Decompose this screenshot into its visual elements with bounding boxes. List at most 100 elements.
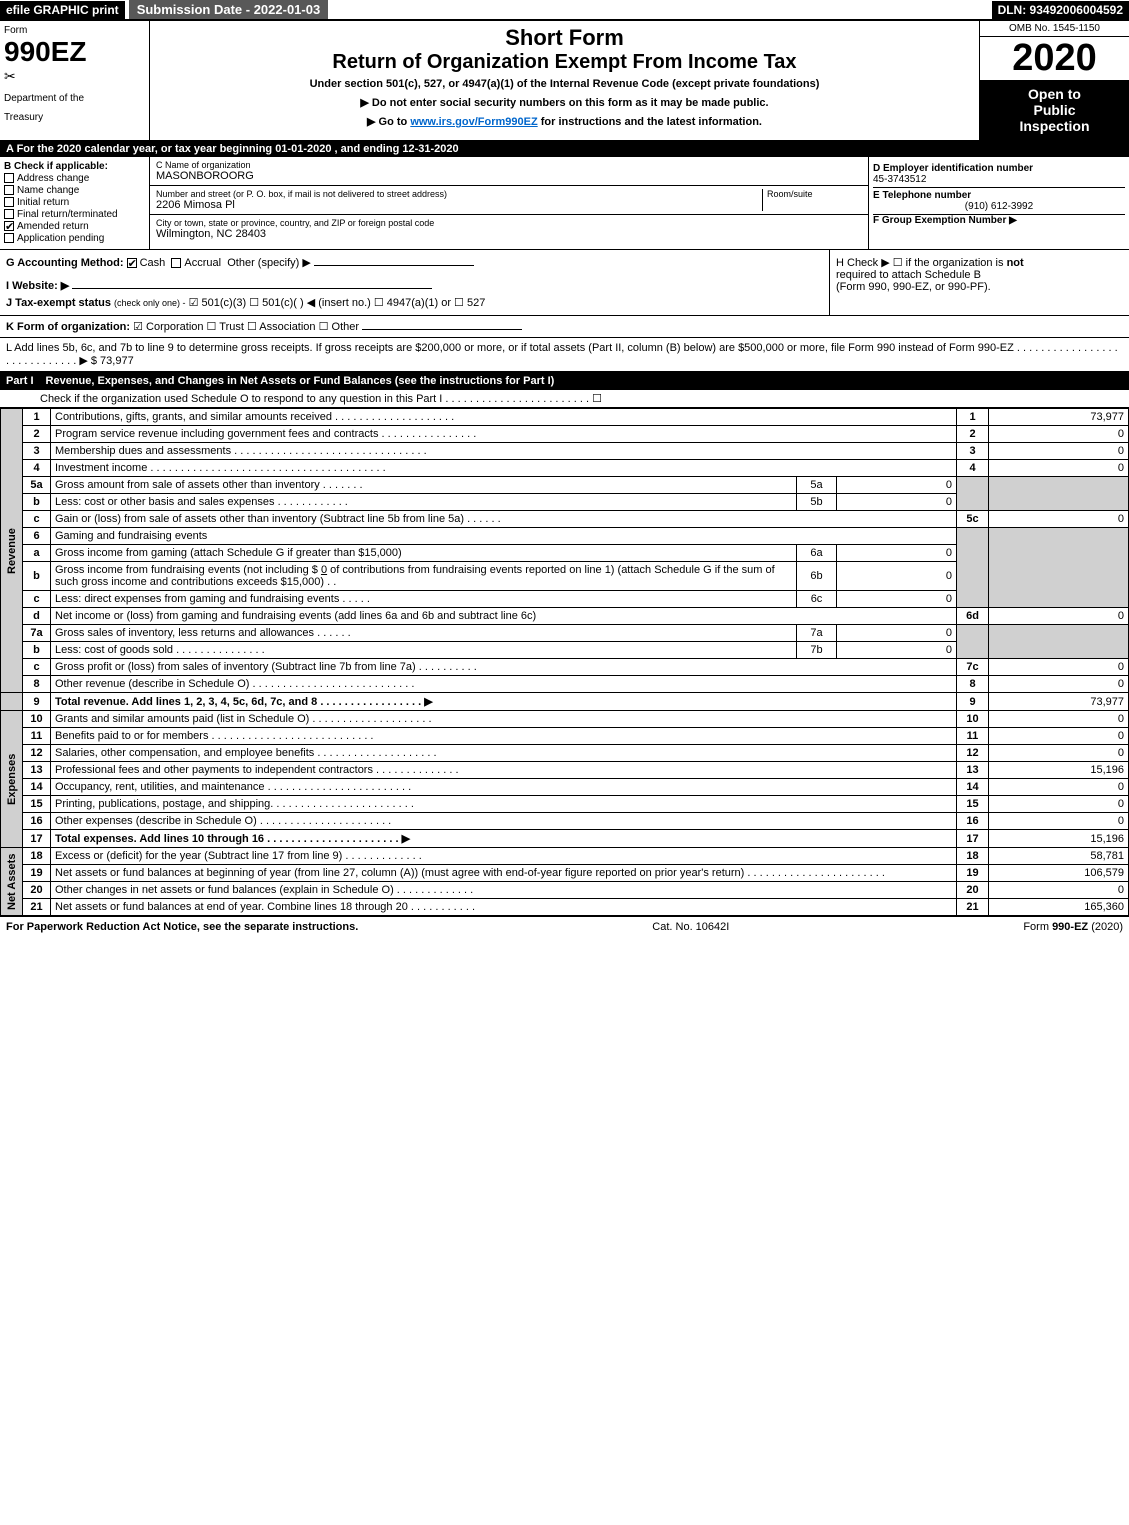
dept-line1: Department of the [4, 93, 145, 104]
row-2: 2 Program service revenue including gove… [1, 426, 1129, 443]
cb-address-change[interactable]: Address change [4, 173, 145, 184]
goto-line: ▶ Go to www.irs.gov/Form990EZ for instru… [158, 115, 971, 128]
row-1: Revenue 1 Contributions, gifts, grants, … [1, 409, 1129, 426]
r17-desc-b: Total expenses. Add lines 10 through 16 … [55, 833, 410, 845]
r5c-ln: 5c [957, 511, 989, 528]
r5c-desc: Gain or (loss) from sale of assets other… [51, 511, 957, 528]
r9-num: 9 [23, 693, 51, 711]
part-i-header: Part I Revenue, Expenses, and Changes in… [0, 372, 1129, 390]
cb-cash[interactable] [127, 258, 137, 268]
r11-ln: 11 [957, 728, 989, 745]
r13-num: 13 [23, 762, 51, 779]
footer-catno: Cat. No. 10642I [652, 921, 729, 933]
r9-desc: Total revenue. Add lines 1, 2, 3, 4, 5c,… [51, 693, 957, 711]
r6a-sn: 6a [797, 545, 837, 562]
open-to-public: Open to Public Inspection [980, 80, 1129, 140]
r5a-sn: 5a [797, 477, 837, 494]
line-g: G Accounting Method: Cash Accrual Other … [0, 250, 829, 315]
r11-desc: Benefits paid to or for members . . . . … [51, 728, 957, 745]
row-8: 8 Other revenue (describe in Schedule O)… [1, 676, 1129, 693]
r11-val: 0 [989, 728, 1129, 745]
row-10: Expenses 10 Grants and similar amounts p… [1, 711, 1129, 728]
r5b-sn: 5b [797, 494, 837, 511]
part-i-name: Part I [6, 375, 46, 387]
r6-num: 6 [23, 528, 51, 545]
line-h: H Check ▶ ☐ if the organization is not r… [829, 250, 1129, 315]
r7b-sv: 0 [837, 642, 957, 659]
r7b-desc: Less: cost of goods sold . . . . . . . .… [51, 642, 797, 659]
r1-desc: Contributions, gifts, grants, and simila… [51, 409, 957, 426]
row-14: 14 Occupancy, rent, utilities, and maint… [1, 779, 1129, 796]
r11-num: 11 [23, 728, 51, 745]
r2-desc: Program service revenue including govern… [51, 426, 957, 443]
ein-value: 45-3743512 [873, 174, 1125, 185]
g-other-input[interactable] [314, 265, 474, 266]
line-l: L Add lines 5b, 6c, and 7b to line 9 to … [0, 338, 1129, 372]
row-6d: d Net income or (loss) from gaming and f… [1, 608, 1129, 625]
l-text: L Add lines 5b, 6c, and 7b to line 9 to … [6, 342, 1118, 367]
r5b-desc: Less: cost or other basis and sales expe… [51, 494, 797, 511]
r12-val: 0 [989, 745, 1129, 762]
r5b-sv: 0 [837, 494, 957, 511]
h-text2: required to attach Schedule B [836, 269, 1123, 281]
r12-desc: Salaries, other compensation, and employ… [51, 745, 957, 762]
r6b-num: b [23, 562, 51, 591]
row-21: 21 Net assets or fund balances at end of… [1, 899, 1129, 916]
cb-amended-return[interactable]: Amended return [4, 221, 145, 232]
r7c-num: c [23, 659, 51, 676]
cb-initial-label: Initial return [17, 197, 69, 208]
r15-num: 15 [23, 796, 51, 813]
r3-desc: Membership dues and assessments . . . . … [51, 443, 957, 460]
g-other: Other (specify) ▶ [227, 257, 311, 269]
r4-desc: Investment income . . . . . . . . . . . … [51, 460, 957, 477]
r17-ln: 17 [957, 830, 989, 848]
header-right: OMB No. 1545-1150 2020 Open to Public In… [979, 21, 1129, 140]
col-b: B Check if applicable: Address change Na… [0, 157, 150, 249]
cb-accrual[interactable] [171, 258, 181, 268]
row-5a: 5a Gross amount from sale of assets othe… [1, 477, 1129, 494]
r6c-sv: 0 [837, 591, 957, 608]
r14-num: 14 [23, 779, 51, 796]
r6d-desc: Net income or (loss) from gaming and fun… [51, 608, 957, 625]
r18-desc: Excess or (deficit) for the year (Subtra… [51, 848, 957, 865]
r9-val: 73,977 [989, 693, 1129, 711]
r19-desc: Net assets or fund balances at beginning… [51, 865, 957, 882]
k-other-input[interactable] [362, 329, 522, 330]
r5c-val: 0 [989, 511, 1129, 528]
return-title: Return of Organization Exempt From Incom… [158, 51, 971, 74]
goto-link[interactable]: www.irs.gov/Form990EZ [410, 116, 537, 128]
r8-desc: Other revenue (describe in Schedule O) .… [51, 676, 957, 693]
website-input[interactable] [72, 288, 432, 289]
line-k: K Form of organization: ☑ Corporation ☐ … [0, 316, 1129, 338]
cb-name-change[interactable]: Name change [4, 185, 145, 196]
h-not: not [1007, 257, 1024, 269]
under-section: Under section 501(c), 527, or 4947(a)(1)… [158, 78, 971, 90]
cb-application-pending[interactable]: Application pending [4, 233, 145, 244]
footer: For Paperwork Reduction Act Notice, see … [0, 916, 1129, 937]
form-number: 990EZ [4, 36, 145, 68]
r6d-ln: 6d [957, 608, 989, 625]
group-block: F Group Exemption Number ▶ [873, 215, 1125, 226]
g-cash: Cash [140, 257, 166, 269]
r14-ln: 14 [957, 779, 989, 796]
row-13: 13 Professional fees and other payments … [1, 762, 1129, 779]
r5a-sv: 0 [837, 477, 957, 494]
org-name-block: C Name of organization MASONBOROORG [150, 157, 868, 186]
efile-print-button[interactable]: efile GRAPHIC print [0, 1, 125, 19]
r21-desc: Net assets or fund balances at end of ye… [51, 899, 957, 916]
r7-shade [957, 625, 989, 659]
r7c-ln: 7c [957, 659, 989, 676]
cb-final-return[interactable]: Final return/terminated [4, 209, 145, 220]
row-18: Net Assets 18 Excess or (deficit) for th… [1, 848, 1129, 865]
row-7a: 7a Gross sales of inventory, less return… [1, 625, 1129, 642]
r7a-sn: 7a [797, 625, 837, 642]
cb-initial-return[interactable]: Initial return [4, 197, 145, 208]
group-label: F Group Exemption Number ▶ [873, 215, 1017, 226]
goto-suffix: for instructions and the latest informat… [541, 116, 762, 128]
row-11: 11 Benefits paid to or for members . . .… [1, 728, 1129, 745]
r16-ln: 16 [957, 813, 989, 830]
side-revenue: Revenue [1, 409, 23, 693]
header-left: Form 990EZ ✂ Department of the Treasury [0, 21, 150, 140]
r18-val: 58,781 [989, 848, 1129, 865]
r8-ln: 8 [957, 676, 989, 693]
